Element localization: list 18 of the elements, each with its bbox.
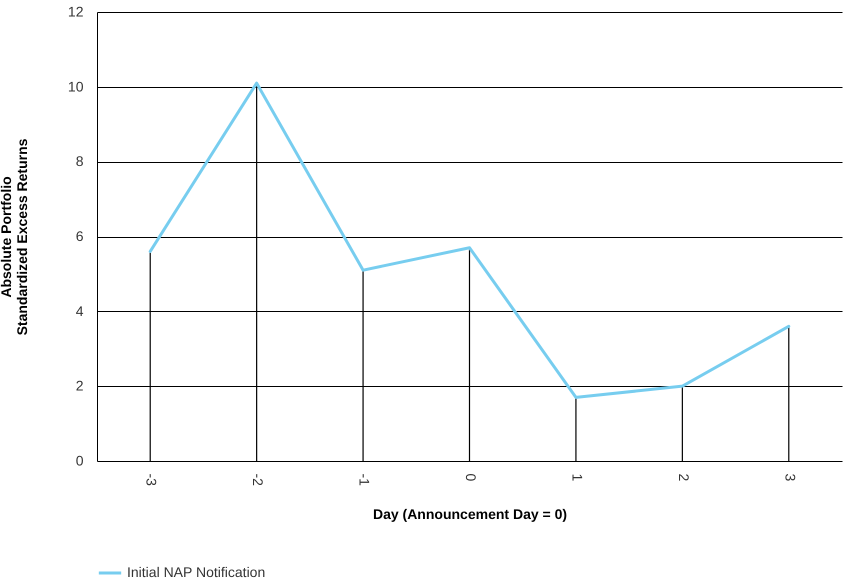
y-tick-label: 0 — [76, 452, 84, 468]
y-tick-label: 2 — [76, 378, 84, 394]
line-series — [148, 82, 790, 399]
x-tick-label: 2 — [676, 474, 692, 482]
x-tick-label: 1 — [569, 474, 586, 482]
x-tick-label: -1 — [356, 474, 373, 486]
y-tick-label: 6 — [76, 228, 84, 244]
x-tick-label: -2 — [250, 474, 266, 486]
y-tick-label: 4 — [76, 302, 84, 319]
x-tick-label: -3 — [144, 474, 160, 486]
x-axis-title: Day (Announcement Day = 0) — [372, 506, 568, 522]
x-tick-label: 0 — [463, 474, 479, 482]
y-axis-title: Absolute Portfolio Standardized Excess Returns — [0, 138, 30, 336]
y-tick-label: 12 — [68, 4, 84, 20]
x-tick-label: 3 — [782, 474, 798, 482]
y-tick-label: 8 — [76, 153, 84, 170]
legend-label: Initial NAP Notification — [127, 564, 266, 580]
y-tick-label: 10 — [68, 78, 84, 94]
